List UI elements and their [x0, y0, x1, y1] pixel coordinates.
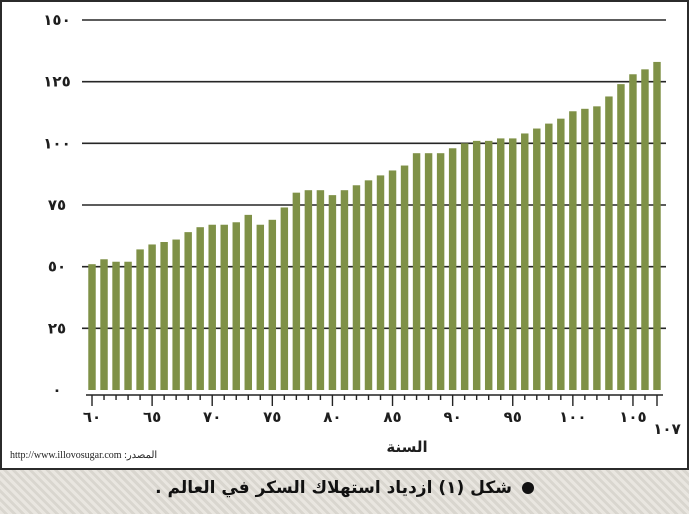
bar [304, 190, 313, 390]
chart-frame: ٠ ٢٥ ٥٠ ٧٥ ١٠٠ ١٢٥ ١٥٠ ٦٠ ٦٥ ٧٠ ٧٥ ٨٠ ٨٥ ٩٠ ٩٥ ١٠٠ ١٠٥ ١… [0, 0, 689, 470]
bars [88, 61, 661, 391]
bar [557, 118, 565, 391]
bar [328, 195, 337, 390]
x-axis: ٦٠ ٦٥ ٧٠ ٧٥ ٨٠ ٨٥ ٩٠ ٩٥ ١٠٠ ١٠٥ ١٠٧ [83, 394, 681, 438]
bar [641, 69, 649, 390]
x-tick-label: ٦٥ [143, 408, 161, 426]
bar [412, 153, 421, 390]
bar [424, 153, 433, 390]
y-tick-label: ٠ [52, 381, 61, 399]
bar [593, 106, 601, 390]
bar [400, 165, 409, 390]
x-tick-label: ١٠٠ [559, 408, 586, 426]
y-tick-labels: ٠ ٢٥ ٥٠ ٧٥ ١٠٠ ١٢٥ ١٥٠ [43, 11, 70, 399]
x-tick-label: ٧٠ [203, 408, 221, 426]
bar [364, 180, 373, 390]
bar [629, 74, 637, 391]
bar [172, 239, 180, 390]
x-tick-label: ٧٥ [263, 408, 281, 426]
bar [196, 227, 204, 390]
bar [617, 84, 625, 390]
bar [256, 224, 265, 390]
bar [124, 261, 132, 390]
bar [136, 249, 144, 390]
bar [244, 214, 253, 390]
bar [268, 219, 277, 390]
bar [521, 133, 529, 390]
bar [545, 123, 553, 390]
bar [160, 242, 168, 390]
bar [388, 170, 397, 390]
bar [509, 138, 517, 390]
bar [448, 148, 457, 390]
bar [100, 259, 108, 390]
bar [496, 138, 505, 390]
x-tick-label: ٩٥ [504, 408, 522, 426]
bar [112, 261, 120, 390]
bar [605, 96, 613, 390]
source-note: المصدر: http://www.illovosugar.com [10, 450, 158, 461]
y-tick-label: ٧٥ [48, 196, 66, 214]
bar [220, 224, 228, 390]
bar [316, 190, 325, 390]
bar [340, 190, 349, 390]
bar [232, 222, 240, 390]
y-tick-label: ١٢٥ [43, 73, 70, 91]
sugar-consumption-chart: ٠ ٢٥ ٥٠ ٧٥ ١٠٠ ١٢٥ ١٥٠ ٦٠ ٦٥ ٧٠ ٧٥ ٨٠ ٨٥ ٩٠ ٩٥ ١٠٠ ١٠٥ ١… [43, 11, 681, 438]
x-tick-label: ١٠٧ [653, 420, 680, 438]
bar [581, 108, 589, 391]
bar [436, 153, 445, 390]
bar [484, 140, 493, 390]
x-axis-title: السنة [386, 438, 428, 456]
figure-caption: شكل (١) ازدياد استهلاك السكر في العالم . [0, 478, 689, 498]
bar [533, 128, 541, 390]
bar [352, 185, 361, 390]
bar [460, 143, 469, 390]
x-tick-label: ٦٠ [83, 408, 101, 426]
x-tick-label: ٩٠ [443, 408, 461, 426]
x-tick-label: ١٠٥ [619, 408, 646, 426]
caption-text: شكل (١) ازدياد استهلاك السكر في العالم . [155, 478, 512, 498]
y-tick-label: ١٠٠ [43, 134, 70, 152]
x-tick-label: ٨٠ [323, 408, 341, 426]
y-tick-label: ٥٠ [48, 258, 66, 276]
bar [653, 61, 661, 390]
bar [569, 111, 577, 391]
bar [472, 140, 481, 390]
bar [292, 192, 301, 390]
y-tick-label: ٢٥ [48, 319, 66, 337]
bar [208, 224, 216, 390]
x-tick-label: ٨٥ [383, 408, 401, 426]
gridlines [82, 19, 666, 330]
bullet-icon [521, 482, 534, 494]
bar [184, 232, 192, 390]
bar [376, 175, 385, 390]
y-tick-label: ١٥٠ [43, 11, 70, 29]
bar [280, 207, 289, 390]
bar [88, 264, 96, 390]
bar [148, 244, 156, 390]
